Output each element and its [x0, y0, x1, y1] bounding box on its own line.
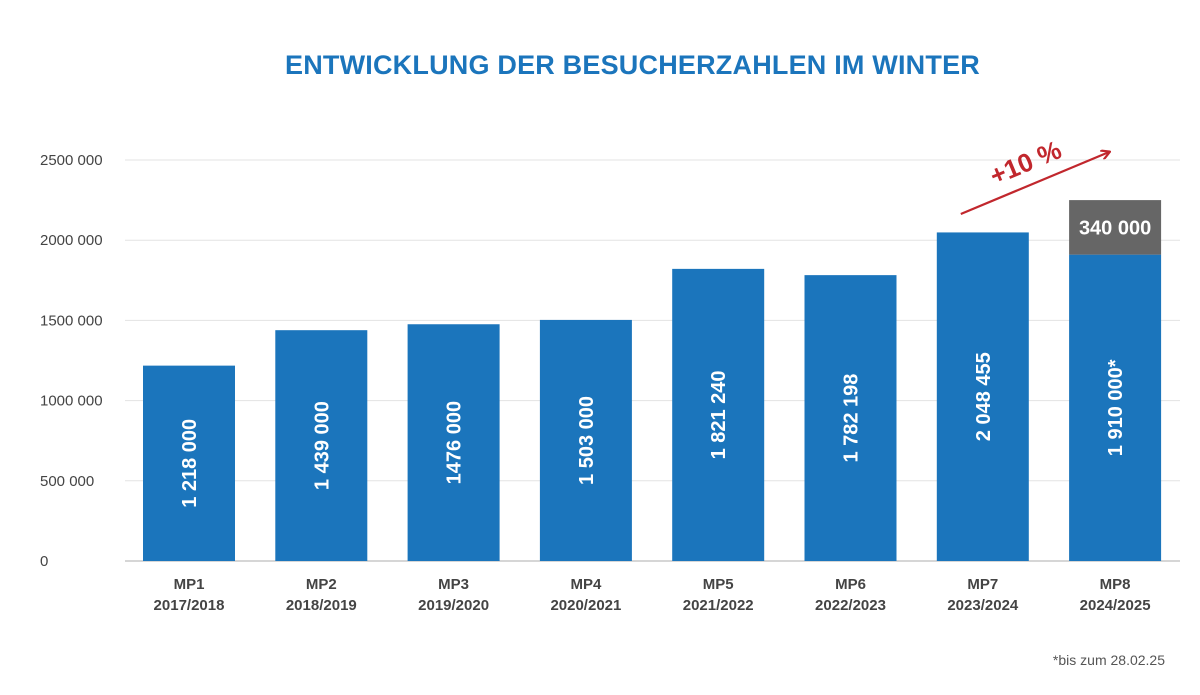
bar-mp3 [407, 324, 500, 561]
bar-value-label: 1476 000 [444, 401, 466, 484]
bar-value-label: 2 048 455 [973, 352, 995, 441]
y-tick-label: 1500 000 [40, 312, 103, 329]
bar-mp8 [1069, 254, 1162, 562]
x-category-season: 2023/2024 [947, 597, 1019, 614]
bar-value-label: 1 503 000 [576, 396, 598, 485]
bar-value-label: 1 782 198 [841, 374, 863, 463]
bar-mp6 [804, 275, 897, 561]
y-tick-label: 500 000 [40, 473, 94, 490]
x-category-name: MP5 [703, 576, 734, 593]
x-category-name: MP2 [306, 576, 337, 593]
bars [143, 200, 1162, 562]
bar-mp7 [936, 232, 1029, 562]
x-category-name: MP3 [438, 576, 469, 593]
bar-value-label: 1 910 000* [1105, 359, 1127, 456]
x-category-season: 2024/2025 [1080, 597, 1151, 614]
extra-segment-label: 340 000 [1079, 217, 1151, 239]
bar-value-label: 1 821 240 [708, 370, 730, 459]
chart-title: ENTWICKLUNG DER BESUCHERZAHLEN IM WINTER [285, 50, 980, 80]
x-category-name: MP1 [174, 576, 205, 593]
growth-label: +10 % [985, 134, 1065, 190]
x-category-name: MP4 [570, 576, 602, 593]
bar-value-label: 1 439 000 [311, 401, 333, 490]
labels: 0 500 000 1000 000 1500 000 2000 000 2500 000… [40, 152, 1151, 614]
footnote: *bis zum 28.02.25 [1052, 652, 1165, 668]
bar-mp2 [275, 330, 368, 561]
y-tick-label: 1000 000 [40, 393, 103, 410]
x-category-season: 2021/2022 [683, 597, 754, 614]
bar-mp1 [143, 365, 235, 561]
bar-value-label: 1 218 000 [179, 419, 201, 508]
x-category-season: 2017/2018 [154, 597, 225, 614]
bar-extra-segment [1069, 200, 1162, 255]
x-category-season: 2019/2020 [418, 597, 489, 614]
x-category-season: 2020/2021 [550, 597, 621, 614]
bar-mp4 [539, 319, 632, 561]
y-tick-label: 2000 000 [40, 232, 103, 249]
x-category-name: MP8 [1100, 576, 1131, 593]
x-category-name: MP7 [967, 576, 998, 593]
x-category-name: MP6 [835, 576, 866, 593]
bar-mp5 [672, 268, 765, 561]
growth-arrow [960, 152, 1109, 216]
x-category-season: 2022/2023 [815, 597, 886, 614]
y-tick-label: 2500 000 [40, 152, 103, 169]
y-tick-label: 0 [40, 553, 48, 570]
x-category-season: 2018/2019 [286, 597, 357, 614]
